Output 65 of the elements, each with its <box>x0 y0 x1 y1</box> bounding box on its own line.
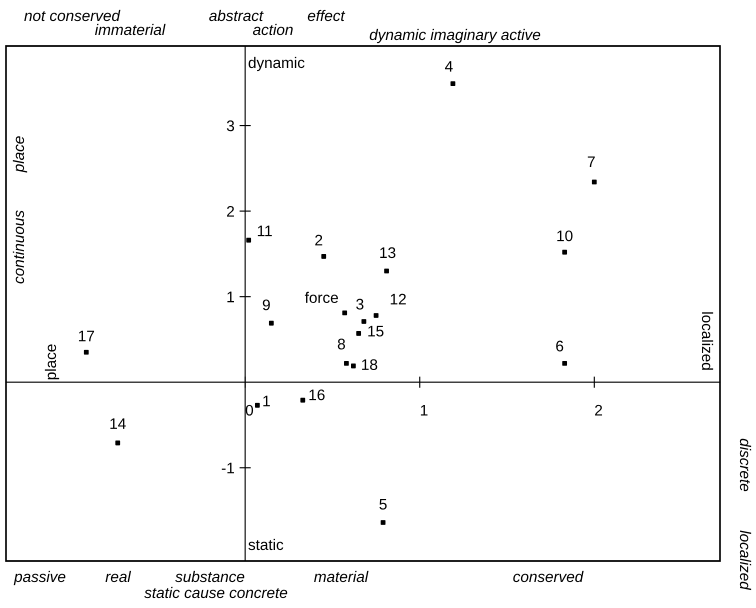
point <box>351 364 356 368</box>
annotation: static <box>248 538 284 550</box>
point <box>300 398 306 403</box>
annotation: continuous <box>12 210 24 284</box>
y-tick-label: -1 <box>222 462 234 474</box>
annotation: 17 <box>78 330 94 342</box>
point <box>246 238 252 243</box>
annotation: 18 <box>362 359 378 370</box>
annotation: place <box>12 136 28 173</box>
point <box>268 320 274 326</box>
annotation: 5 <box>379 498 387 510</box>
point <box>321 254 326 259</box>
point <box>84 350 89 355</box>
annotation: 12 <box>390 294 406 304</box>
text: passive <box>14 570 66 586</box>
point <box>562 360 568 366</box>
point <box>115 440 120 446</box>
annotation: 2 <box>315 234 322 246</box>
annotation: 8 <box>338 338 345 350</box>
annotation: 6 <box>556 340 564 352</box>
point <box>254 402 260 408</box>
annotation: localized <box>702 312 714 370</box>
annotation: force <box>304 292 338 304</box>
annotation: 16 <box>309 389 325 400</box>
point <box>384 268 389 274</box>
annotation: 15 <box>368 326 384 337</box>
annotation: 7 <box>588 156 595 167</box>
point <box>562 250 568 255</box>
annotation: 3 <box>356 298 364 310</box>
annotation: place <box>44 344 60 380</box>
text: real <box>106 570 132 582</box>
y-tick-label: 2 <box>227 206 234 217</box>
point <box>356 331 362 336</box>
x-tick-label: 0 <box>246 404 254 416</box>
annotation: 14 <box>110 418 126 429</box>
annotation: 4 <box>445 61 453 72</box>
annotation: 13 <box>380 247 396 258</box>
y-tick-label: 3 <box>226 120 234 132</box>
point <box>344 360 349 366</box>
point <box>380 520 386 525</box>
text: dynamic imaginary active <box>370 28 540 44</box>
text: abstract <box>209 10 264 22</box>
text: localized <box>740 530 752 590</box>
x-tick-label: 2 <box>595 404 602 416</box>
text: action <box>252 24 293 36</box>
point <box>342 310 348 316</box>
text: static cause concrete <box>144 586 288 598</box>
annotation: 9 <box>262 299 270 310</box>
point <box>374 313 378 318</box>
annotation: 1 <box>263 396 270 406</box>
text: not conserved <box>24 10 120 22</box>
y-tick-label: 1 <box>227 292 234 302</box>
text: effect <box>308 10 346 22</box>
point <box>592 180 597 184</box>
x-tick-label: 1 <box>420 404 428 416</box>
annotation: 11 <box>258 226 272 236</box>
annotation: dynamic <box>248 56 304 72</box>
text: immaterial <box>95 24 166 36</box>
text: material <box>314 570 369 582</box>
text: conserved <box>513 570 584 582</box>
annotation: 10 <box>557 230 573 242</box>
text: substance <box>175 570 244 582</box>
text: discrete <box>740 438 752 492</box>
point <box>361 319 366 324</box>
point <box>450 81 456 86</box>
